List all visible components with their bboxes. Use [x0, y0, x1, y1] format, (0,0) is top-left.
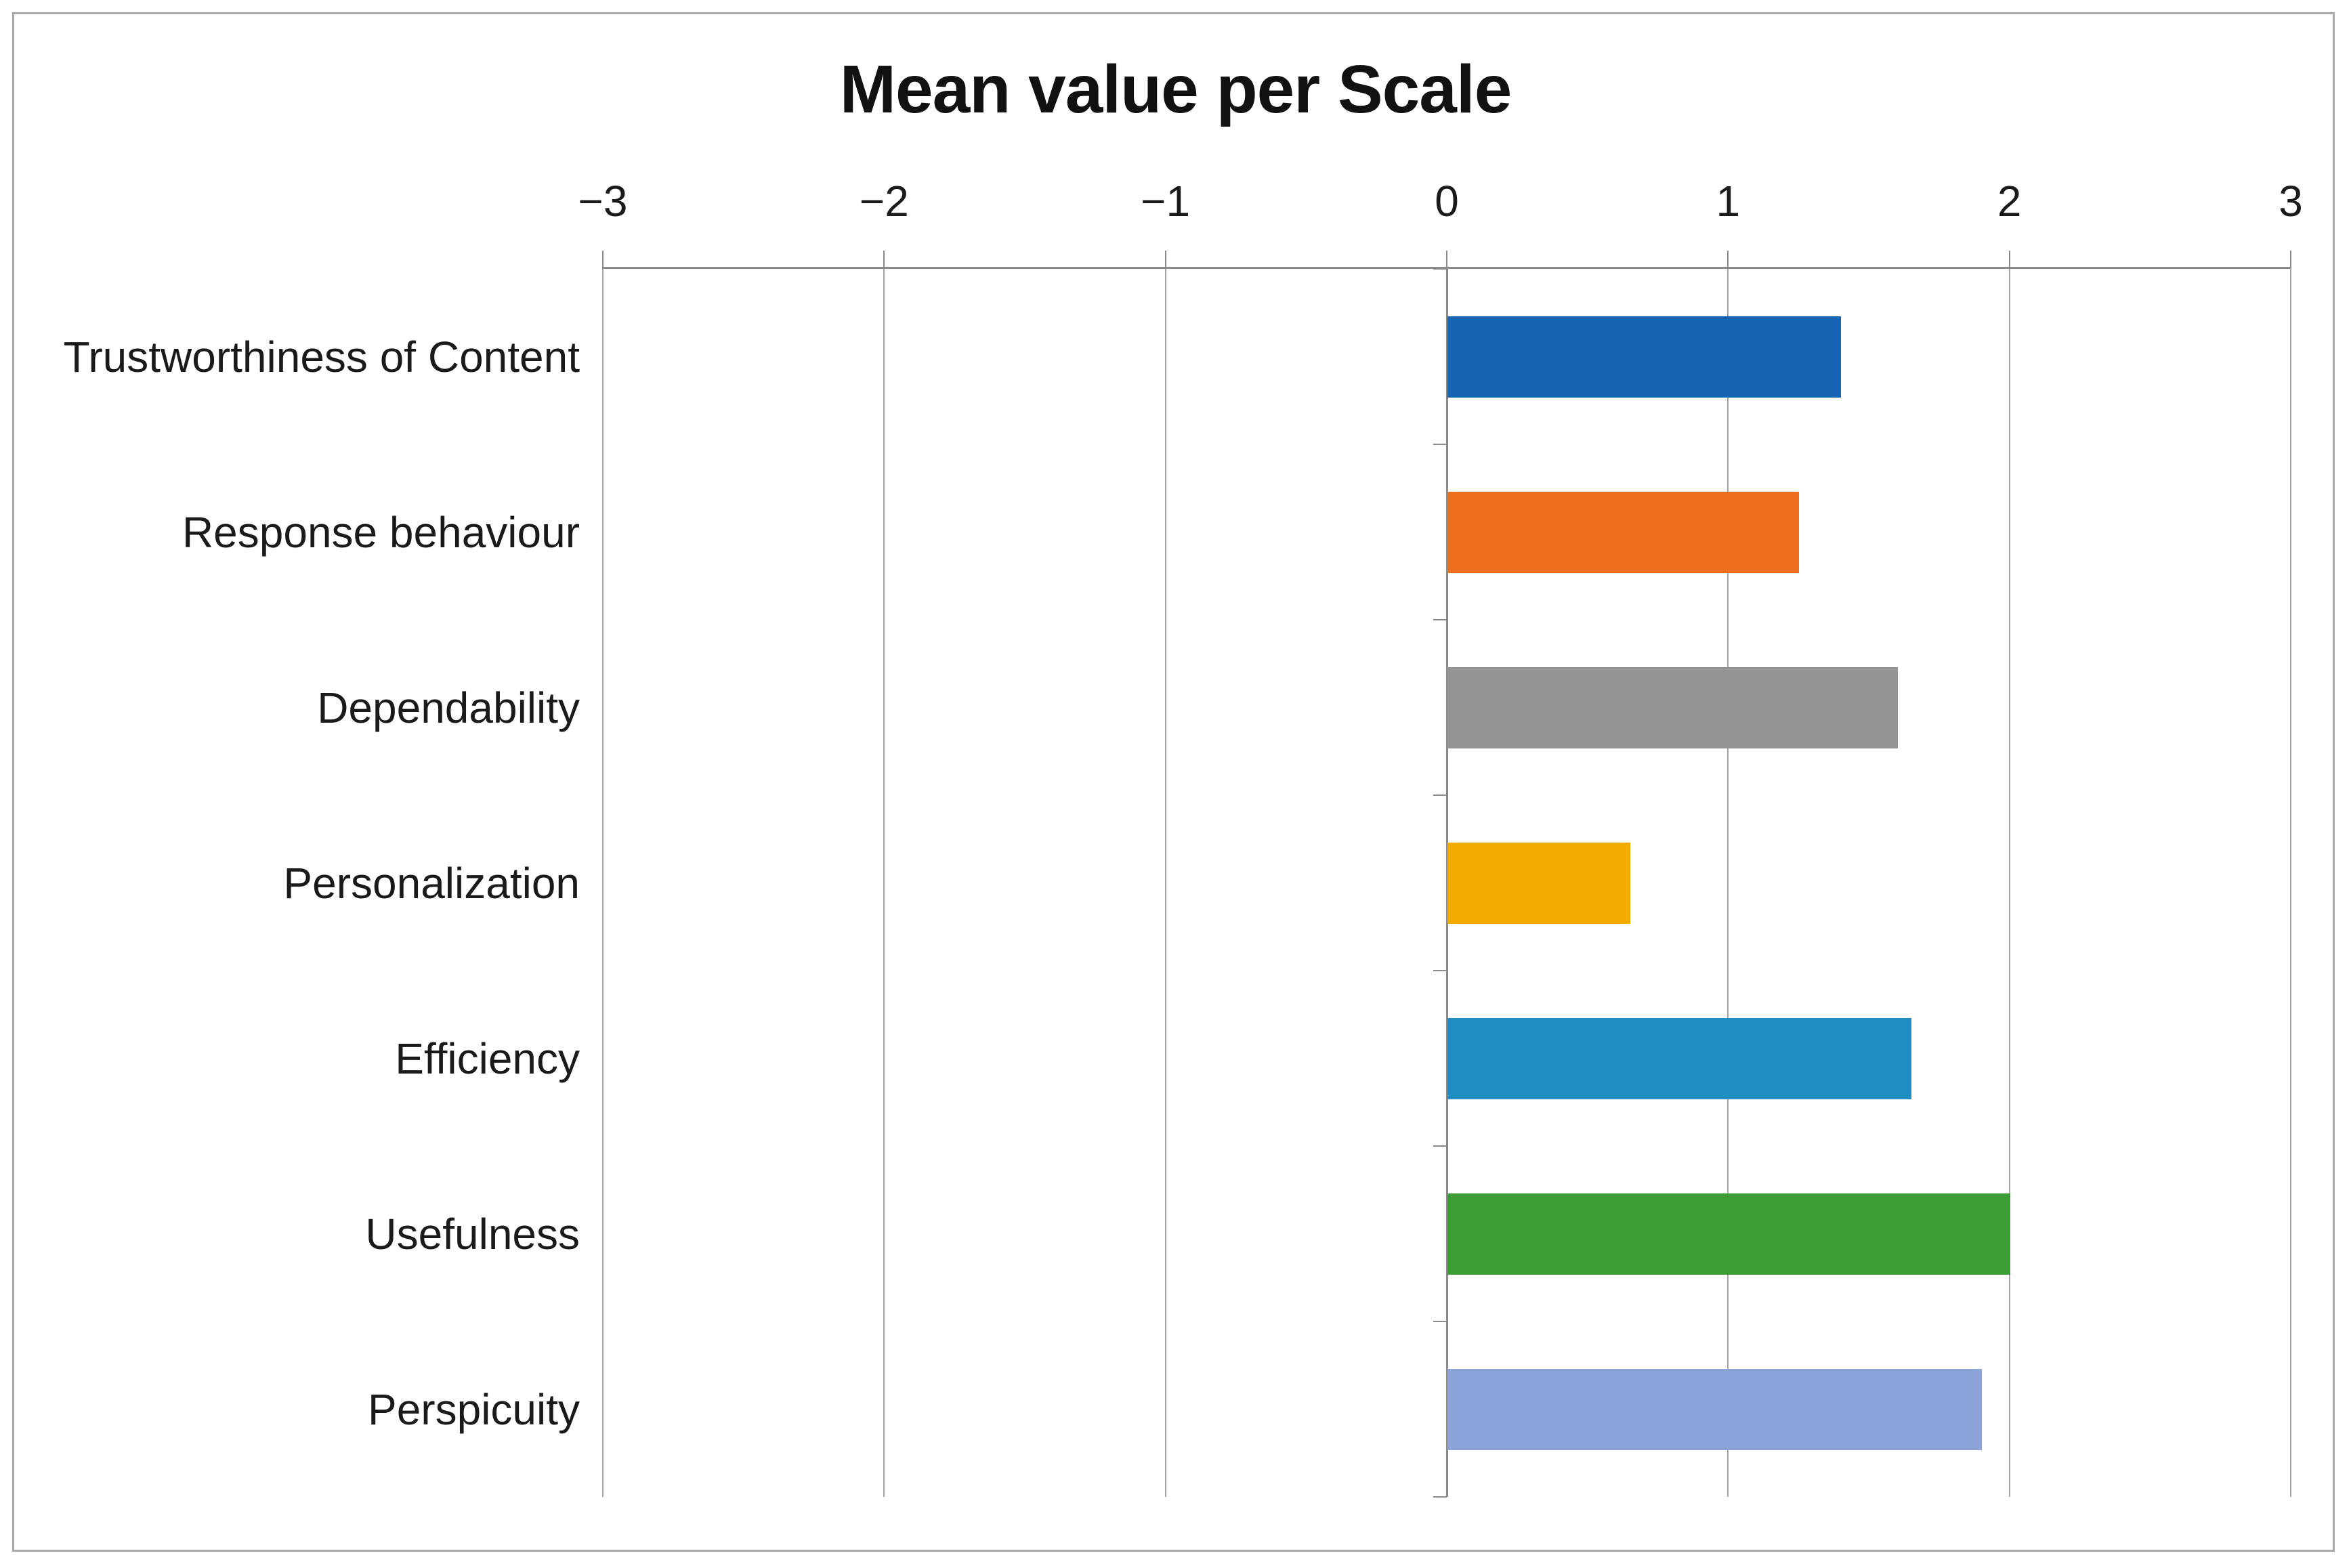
x-tick-label: 2	[1997, 177, 2022, 226]
x-axis-tick	[2290, 251, 2291, 269]
bar-response-behaviour	[1447, 492, 1799, 573]
plot-area	[602, 251, 2291, 1498]
gridline-x-2	[2008, 269, 2010, 1497]
category-axis-line	[1446, 269, 1448, 1497]
category-axis-tick	[1433, 1145, 1447, 1147]
x-tick-label: 0	[1435, 177, 1459, 226]
category-axis-tick	[1433, 794, 1447, 796]
category-axis-tick	[1433, 1321, 1447, 1322]
category-axis-tick	[1433, 268, 1447, 270]
category-axis-tick	[1433, 1496, 1447, 1498]
category-axis-tick	[1433, 444, 1447, 445]
bar-usefulness	[1447, 1193, 2010, 1275]
bar-trustworthiness-of-content	[1447, 316, 1841, 398]
gridline-x-neg3	[602, 269, 603, 1497]
x-axis-tick	[883, 251, 885, 269]
category-label-usefulness: Usefulness	[365, 1210, 580, 1258]
category-label-perspicuity: Perspicuity	[368, 1385, 580, 1434]
category-label-response-behaviour: Response behaviour	[182, 508, 580, 557]
category-axis-tick	[1433, 619, 1447, 620]
x-tick-label: 3	[2279, 177, 2303, 226]
category-label-trustworthiness-of-content: Trustworthiness of Content	[63, 333, 580, 381]
x-tick-label: 1	[1716, 177, 1741, 226]
category-label-efficiency: Efficiency	[395, 1034, 580, 1083]
gridline-x-1	[1727, 269, 1729, 1497]
x-tick-label: −1	[1141, 177, 1191, 226]
gridline-x-neg2	[883, 269, 885, 1497]
x-axis-tick	[1727, 251, 1729, 269]
bar-perspicuity	[1447, 1369, 1982, 1450]
category-label-personalization: Personalization	[283, 859, 580, 908]
gridline-x-3	[2290, 269, 2291, 1497]
x-tick-label: −3	[578, 177, 628, 226]
bar-efficiency	[1447, 1018, 1911, 1099]
category-label-dependability: Dependability	[317, 683, 580, 732]
bar-dependability	[1447, 667, 1898, 748]
chart-title: Mean value per Scale	[839, 51, 1512, 127]
x-axis-tick	[1446, 251, 1447, 269]
x-axis-tick	[1164, 251, 1166, 269]
x-axis-tick	[602, 251, 603, 269]
x-axis-tick	[2008, 251, 2010, 269]
bar-personalization	[1447, 843, 1630, 924]
x-tick-label: −2	[859, 177, 909, 226]
category-axis-tick	[1433, 970, 1447, 971]
gridline-x-neg1	[1164, 269, 1166, 1497]
